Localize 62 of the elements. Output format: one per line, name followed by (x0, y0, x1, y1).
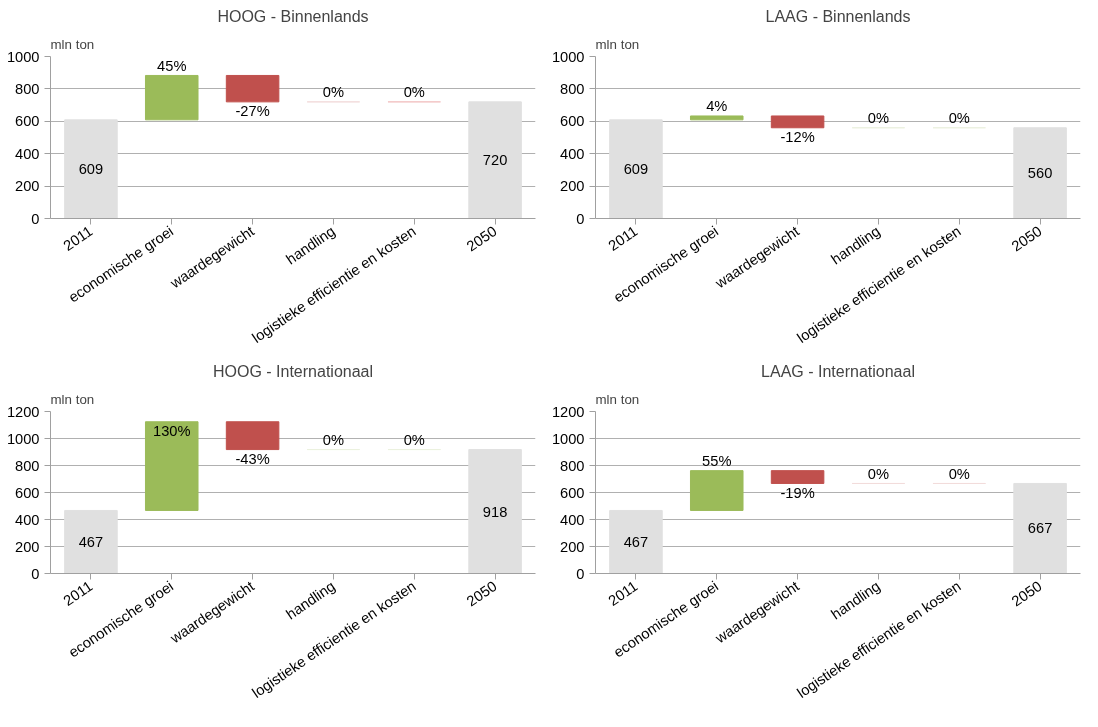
annotation: 0% (867, 110, 890, 127)
y-tick-label: 1000 (551, 430, 585, 447)
y-axis-title: mln ton (595, 391, 640, 407)
annotation: 55% (702, 453, 732, 470)
y-axis-title: mln ton (50, 391, 95, 407)
data-label: 467 (623, 533, 649, 550)
y-tick-label: 600 (560, 484, 585, 501)
y-tick-label: 600 (15, 484, 40, 501)
y-tick-label: 1000 (551, 48, 585, 65)
y-tick-label: 600 (560, 113, 585, 130)
y-tick-label: 800 (560, 80, 585, 97)
data-label: 720 (482, 152, 508, 169)
x-tick-label: 2011 (605, 577, 641, 609)
annotation: -12% (780, 129, 815, 146)
y-tick-label: 200 (15, 178, 40, 195)
y-tick-label: 800 (15, 80, 40, 97)
data-label: 667 (1027, 520, 1053, 537)
y-tick-label: 200 (15, 538, 40, 555)
y-tick-label: 400 (560, 511, 585, 528)
chart-title: HOOG - Internationaal (212, 362, 374, 380)
y-tick-label: 800 (15, 457, 40, 474)
annotation: 4% (706, 98, 728, 115)
y-tick-label: 0 (31, 565, 40, 582)
data-label: 467 (78, 533, 104, 550)
annotation: 0% (867, 465, 890, 482)
y-tick-label: 800 (560, 457, 585, 474)
y-tick-label: 0 (31, 210, 40, 227)
y-tick-label: 0 (576, 210, 585, 227)
data-label: 609 (623, 161, 649, 178)
annotation: -19% (780, 485, 815, 502)
y-axis-title: mln ton (50, 36, 95, 52)
annotation: 0% (403, 84, 425, 101)
y-tick-label: 400 (15, 511, 40, 528)
annotation: 130% (153, 423, 191, 440)
y-tick-label: 400 (15, 145, 40, 162)
y-tick-label: 400 (560, 145, 585, 162)
y-tick-label: 1000 (6, 48, 40, 65)
y-tick-label: 200 (560, 178, 585, 195)
y-tick-label: 0 (576, 565, 585, 582)
chart-title: HOOG - Binnenlands (217, 7, 369, 25)
annotation: 0% (322, 431, 345, 448)
x-tick-label: 2011 (605, 222, 641, 254)
data-label: 918 (482, 503, 508, 520)
chart-title: LAAG - Internationaal (761, 362, 915, 380)
data-label: 609 (78, 161, 104, 178)
y-tick-label: 200 (560, 538, 585, 555)
y-tick-label: 1000 (6, 430, 40, 447)
annotation: -43% (235, 451, 270, 468)
chart-title: LAAG - Binnenlands (765, 7, 911, 25)
annotation: 0% (948, 465, 970, 482)
y-tick-label: 1200 (551, 403, 585, 420)
x-tick-label: 2011 (60, 222, 96, 254)
x-tick-label: 2011 (60, 577, 96, 609)
annotation: 0% (322, 84, 345, 101)
y-tick-label: 1200 (6, 403, 40, 420)
y-axis-title: mln ton (595, 36, 640, 52)
annotation: 0% (948, 110, 970, 127)
y-tick-label: 600 (15, 113, 40, 130)
data-label: 560 (1027, 165, 1053, 182)
annotation: -27% (235, 103, 270, 120)
annotation: 45% (157, 57, 187, 74)
annotation: 0% (403, 431, 425, 448)
